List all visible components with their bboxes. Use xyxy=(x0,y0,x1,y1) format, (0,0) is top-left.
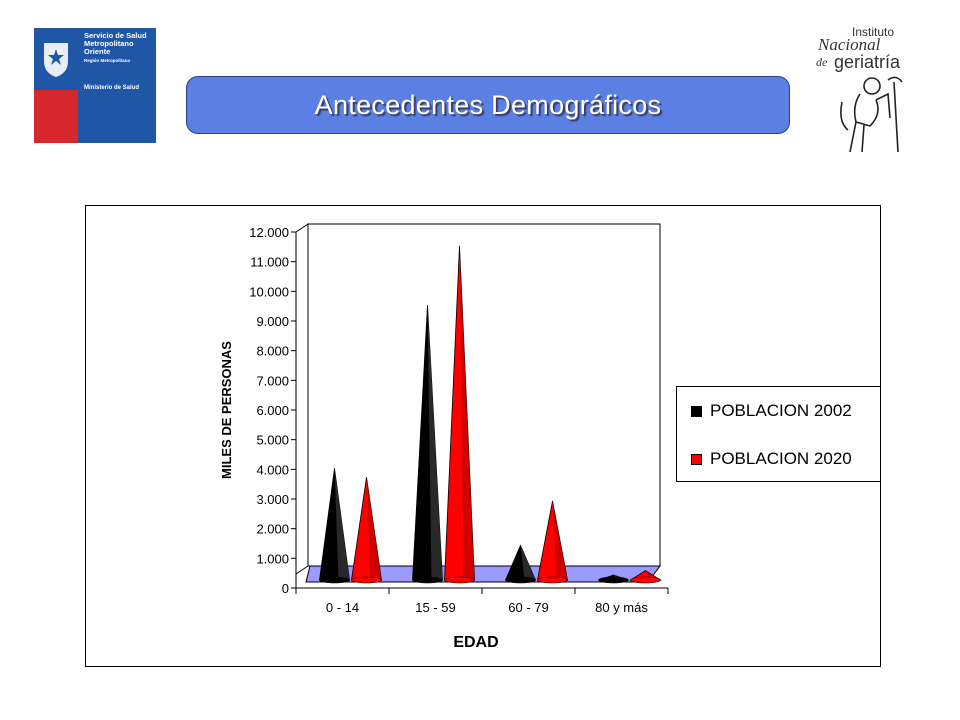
cone-base xyxy=(598,576,629,584)
logo-text-geriatria: geriatría xyxy=(834,52,901,72)
logo-text-ministerio: Ministerio de Salud xyxy=(84,85,140,92)
coat-of-arms-icon xyxy=(44,43,68,77)
y-tick-label: 11.000 xyxy=(250,255,289,270)
legend-label-2020: POBLACION 2020 xyxy=(710,449,852,468)
logo-text-servicio: Servicio de Salud Metropolitano Oriente xyxy=(84,31,147,56)
x-tick-label: 80 y más xyxy=(595,600,648,615)
page-title: Antecedentes Demográficos xyxy=(314,89,662,120)
cone-poblacion-2002-2 xyxy=(504,544,537,584)
chart-legend: POBLACION 2002 POBLACION 2020 xyxy=(676,386,881,482)
chile-flag-emblem xyxy=(34,28,78,143)
y-tick-label: 2.000 xyxy=(256,522,289,537)
y-axis-label: MILES DE PERSONAS xyxy=(219,341,234,479)
x-tick-label: 15 - 59 xyxy=(415,600,455,615)
x-axis-label: EDAD xyxy=(453,634,498,651)
cone-poblacion-2002-3 xyxy=(598,574,629,584)
y-tick-label: 6.000 xyxy=(256,403,289,418)
y-tick-label: 5.000 xyxy=(256,433,289,448)
elderly-figure-icon xyxy=(840,76,903,153)
cone-poblacion-2020-3 xyxy=(629,570,662,584)
cone-base xyxy=(319,576,350,584)
y-tick-label: 3.000 xyxy=(256,492,289,507)
x-tick-label: 60 - 79 xyxy=(508,600,548,615)
cone-base xyxy=(537,576,568,584)
y-tick-label: 9.000 xyxy=(256,314,289,329)
x-tick-label: 0 - 14 xyxy=(326,600,359,615)
cone-base xyxy=(444,576,475,584)
y-tick-label: 4.000 xyxy=(256,462,289,477)
cone-base xyxy=(412,576,443,584)
y-tick-label: 10.000 xyxy=(249,284,289,299)
legend-swatch-2002 xyxy=(691,405,702,417)
cone-base xyxy=(351,576,382,584)
servicio-salud-logo: Servicio de Salud Metropolitano Oriente … xyxy=(34,28,156,143)
logo-text-region: Región Metropolitana xyxy=(84,57,130,63)
y-tick-label: 1.000 xyxy=(256,551,289,566)
logo-text-nacional: Nacional xyxy=(817,35,881,54)
y-tick-label: 12.000 xyxy=(249,225,289,240)
y-tick-label: 7.000 xyxy=(256,373,289,388)
legend-swatch-2020 xyxy=(691,453,702,465)
cone-poblacion-2002-1 xyxy=(412,305,443,584)
legend-item-2002: POBLACION 2002 xyxy=(691,401,852,421)
cone-shade xyxy=(334,468,350,580)
cone-base xyxy=(630,576,661,584)
legend-label-2002: POBLACION 2002 xyxy=(710,401,852,420)
cone-poblacion-2020-2 xyxy=(537,500,568,584)
y-tick-label: 8.000 xyxy=(256,344,289,359)
cone-poblacion-2002-0 xyxy=(319,468,350,584)
logo-text-de: de xyxy=(816,55,828,69)
cone-base xyxy=(505,576,536,584)
chart-floor xyxy=(305,565,661,583)
cone-shade xyxy=(366,477,382,580)
legend-item-2020: POBLACION 2020 xyxy=(691,449,852,469)
cone-shade xyxy=(427,305,443,580)
cone-poblacion-2020-1 xyxy=(444,245,475,584)
logo-text-instituto: Instituto xyxy=(852,25,894,39)
title-banner: Antecedentes Demográficos xyxy=(186,76,790,134)
instituto-geriatria-logo: Instituto Nacional de geriatría xyxy=(816,25,903,153)
cone-poblacion-2020-0 xyxy=(351,477,382,584)
y-tick-label: 0 xyxy=(282,581,289,596)
chart-left-wall xyxy=(295,223,309,575)
